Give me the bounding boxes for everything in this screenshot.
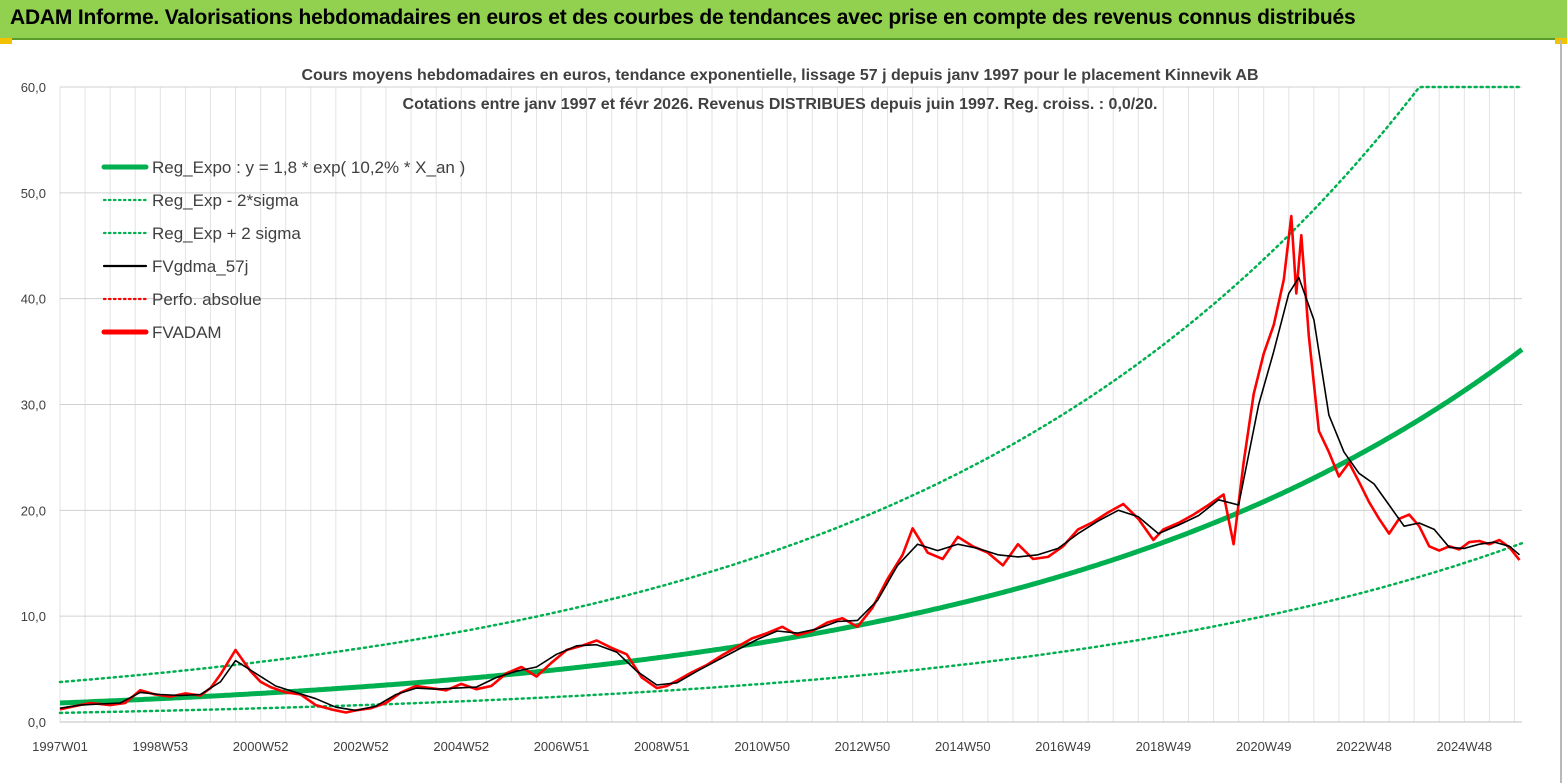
reg-expo-line [59, 347, 1524, 706]
fvgdma-57j-line [59, 276, 1521, 712]
reg-exp-plus-2sigma-line [58, 85, 1524, 684]
x-tick-label: 2022W48 [1336, 739, 1392, 754]
header-banner: ADAM Informe. Valorisations hebdomadaire… [0, 0, 1567, 40]
legend-label: Reg_Expo : y = 1,8 * exp( 10,2% * X_an ) [152, 158, 465, 177]
y-tick-label: 10,0 [21, 609, 46, 624]
page-title: ADAM Informe. Valorisations hebdomadaire… [10, 6, 1356, 29]
legend-label: Reg_Exp - 2*sigma [152, 191, 299, 210]
chart: 0,0 10,0 20,0 30,0 40,0 50,0 60,0 1997W01 1998W… [21, 67, 1524, 754]
x-tick-label: 1997W01 [32, 739, 88, 754]
legend: Reg_Expo : y = 1,8 * exp( 10,2% * X_an )… [101, 158, 465, 342]
x-tick-label: 1998W53 [132, 739, 188, 754]
y-tick-label: 20,0 [21, 503, 46, 518]
x-tick-label: 2004W52 [433, 739, 489, 754]
legend-label: FVgdma_57j [152, 257, 248, 276]
legend-label: Perfo. absolue [152, 290, 262, 309]
x-tick-label: 2024W48 [1436, 739, 1492, 754]
chart-title-line2: Cotations entre janv 1997 et févr 2026. … [403, 96, 1158, 113]
y-tick-label: 40,0 [21, 292, 46, 307]
y-tick-label: 60,0 [21, 80, 46, 95]
y-tick-label: 50,0 [21, 186, 46, 201]
frame-right-border [1560, 40, 1562, 783]
chart-title-line1: Cours moyens hebdomadaires en euros, ten… [301, 67, 1258, 84]
legend-label: FVADAM [152, 323, 222, 342]
y-tick-label: 0,0 [28, 715, 46, 730]
x-tick-label: 2020W49 [1236, 739, 1292, 754]
fvadam-line [59, 214, 1521, 714]
y-axis: 0,0 10,0 20,0 30,0 40,0 50,0 60,0 [21, 80, 46, 730]
reg-exp-minus-2sigma-line [58, 541, 1524, 715]
x-tick-label: 2014W50 [935, 739, 991, 754]
x-tick-label: 2002W52 [333, 739, 389, 754]
x-axis: 1997W01 1998W53 2000W52 2002W52 2004W52 2006W… [32, 721, 1522, 754]
corner-marker-left [0, 38, 12, 44]
grid [59, 86, 1522, 723]
x-tick-label: 2006W51 [534, 739, 590, 754]
x-tick-label: 2018W49 [1136, 739, 1192, 754]
x-tick-label: 2010W50 [734, 739, 790, 754]
legend-label: Reg_Exp + 2 sigma [152, 224, 301, 243]
y-tick-label: 30,0 [21, 398, 46, 413]
x-tick-label: 2008W51 [634, 739, 690, 754]
x-tick-label: 2016W49 [1035, 739, 1091, 754]
x-tick-label: 2000W52 [233, 739, 289, 754]
plot-series [58, 85, 1524, 715]
x-tick-label: 2012W50 [835, 739, 891, 754]
